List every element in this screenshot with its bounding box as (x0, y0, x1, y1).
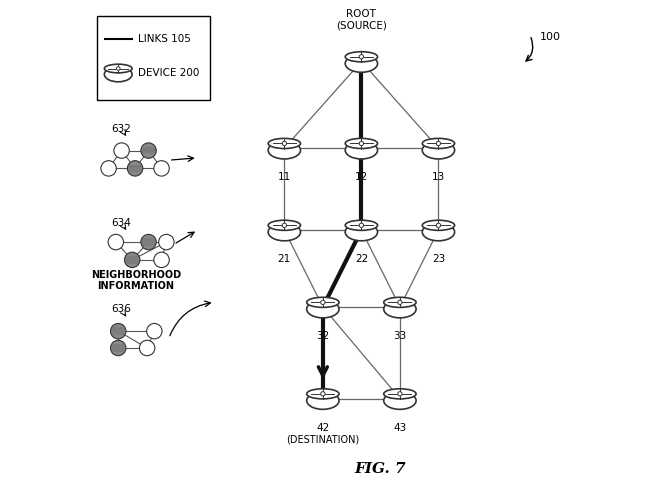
Text: 32: 32 (317, 331, 329, 341)
Ellipse shape (384, 297, 416, 307)
Ellipse shape (345, 139, 378, 148)
Ellipse shape (307, 389, 339, 399)
Text: 22: 22 (354, 254, 368, 264)
Circle shape (110, 340, 126, 356)
Circle shape (436, 142, 441, 145)
Circle shape (359, 223, 364, 227)
Ellipse shape (307, 297, 339, 307)
Ellipse shape (345, 224, 378, 241)
Text: (DESTINATION): (DESTINATION) (286, 435, 360, 445)
Circle shape (398, 392, 402, 396)
Text: 634: 634 (111, 218, 131, 227)
Ellipse shape (345, 220, 378, 230)
Text: 100: 100 (539, 32, 561, 42)
Circle shape (114, 143, 129, 158)
Ellipse shape (345, 55, 378, 72)
Ellipse shape (268, 220, 301, 230)
Circle shape (147, 324, 162, 339)
Circle shape (101, 161, 116, 176)
Ellipse shape (268, 224, 301, 241)
Circle shape (282, 223, 287, 227)
Circle shape (436, 223, 441, 227)
Circle shape (282, 142, 287, 145)
Circle shape (159, 234, 174, 250)
Ellipse shape (307, 392, 339, 409)
Circle shape (398, 300, 402, 305)
Circle shape (140, 340, 155, 356)
Circle shape (128, 161, 143, 176)
Circle shape (359, 55, 364, 59)
Ellipse shape (268, 142, 301, 159)
Ellipse shape (104, 64, 132, 73)
Text: 12: 12 (354, 172, 368, 182)
Circle shape (359, 142, 364, 145)
Text: 42: 42 (317, 423, 329, 433)
Text: 632: 632 (111, 124, 131, 134)
Text: FIG. 7: FIG. 7 (355, 462, 406, 476)
Circle shape (110, 324, 126, 339)
Ellipse shape (422, 220, 455, 230)
Text: 43: 43 (393, 423, 406, 433)
Circle shape (116, 67, 120, 70)
Ellipse shape (384, 392, 416, 409)
Circle shape (141, 143, 156, 158)
Text: LINKS 105: LINKS 105 (138, 34, 191, 44)
Circle shape (154, 161, 170, 176)
Ellipse shape (268, 139, 301, 148)
Text: 23: 23 (432, 254, 445, 264)
Ellipse shape (104, 67, 132, 82)
Circle shape (321, 392, 325, 396)
Circle shape (141, 234, 156, 250)
Ellipse shape (345, 52, 378, 62)
Circle shape (108, 234, 124, 250)
Circle shape (321, 300, 325, 305)
Text: DEVICE 200: DEVICE 200 (138, 67, 200, 78)
Ellipse shape (307, 300, 339, 318)
Ellipse shape (422, 139, 455, 148)
FancyBboxPatch shape (96, 16, 209, 100)
Text: 11: 11 (278, 172, 291, 182)
Text: 21: 21 (278, 254, 291, 264)
Text: ROOT
(SOURCE): ROOT (SOURCE) (336, 9, 387, 30)
Text: NEIGHBORHOOD
INFORMATION: NEIGHBORHOOD INFORMATION (91, 269, 181, 291)
Ellipse shape (345, 142, 378, 159)
Text: 636: 636 (111, 305, 131, 314)
Ellipse shape (384, 300, 416, 318)
Circle shape (124, 252, 140, 267)
Text: 13: 13 (432, 172, 445, 182)
Circle shape (154, 252, 170, 267)
Text: 33: 33 (393, 331, 406, 341)
Ellipse shape (422, 224, 455, 241)
Ellipse shape (384, 389, 416, 399)
Ellipse shape (422, 142, 455, 159)
